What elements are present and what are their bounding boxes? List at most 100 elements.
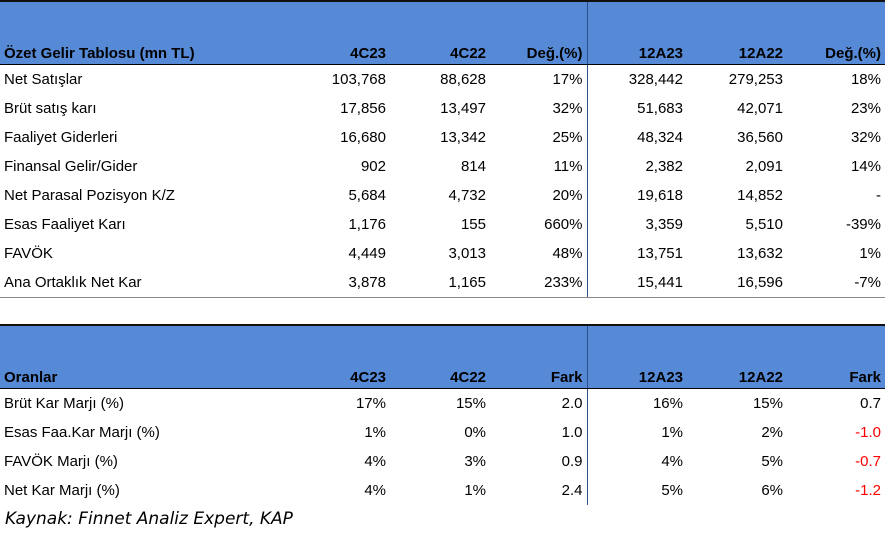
table-cell: 902 — [360, 158, 386, 175]
row-label: Finansal Gelir/Gider — [4, 158, 138, 175]
table-cell: -1.2 — [855, 482, 881, 499]
income-summary-table: Özet Gelir Tablosu (mn TL) 4C23 4C22 Değ… — [0, 0, 885, 298]
table-cell: -7% — [787, 268, 885, 298]
table-row: Esas Faa.Kar Marjı (%) 1% 0% 1.0 1% 2% -1.0 — [0, 418, 885, 447]
col-header-change-y: Değ.(%) — [787, 32, 885, 65]
table-cell: 1% — [586, 418, 687, 447]
table-header-row: Oranlar 4C23 4C22 Fark 12A23 12A22 Fark — [0, 356, 885, 389]
table-cell: 13,497 — [440, 100, 486, 117]
table-cell: 4,732 — [448, 187, 486, 204]
table-cell: 23% — [850, 100, 881, 117]
row-label: FAVÖK Marjı (%) — [4, 453, 118, 470]
table-cell: 660% — [544, 216, 583, 233]
table-cell: 5,684 — [348, 187, 386, 204]
table-cell: 16,596 — [687, 268, 787, 298]
table-cell: 88,628 — [440, 71, 486, 88]
table-cell: 5% — [586, 476, 687, 505]
table-cell: 16% — [586, 388, 687, 418]
col-header-diff-q: Fark — [490, 356, 587, 389]
row-label: FAVÖK — [4, 245, 53, 262]
table-cell: 6% — [761, 482, 783, 499]
table-header-row: Özet Gelir Tablosu (mn TL) 4C23 4C22 Değ… — [0, 32, 885, 65]
row-label: Net Kar Marjı (%) — [4, 482, 120, 499]
table-cell: 1,176 — [348, 216, 386, 233]
col-header-12a23: 12A23 — [586, 356, 687, 389]
table-cell: 25% — [552, 129, 583, 146]
table-cell: 155 — [460, 216, 486, 233]
table-cell: 0.7 — [860, 395, 881, 412]
table-cell: 3,878 — [290, 268, 390, 298]
col-header-4c22: 4C22 — [390, 32, 490, 65]
table-cell: 5,510 — [745, 216, 783, 233]
table-cell: 13,342 — [440, 129, 486, 146]
table-cell: 17% — [355, 395, 386, 412]
table-cell: 36,560 — [737, 129, 783, 146]
table-cell: 19,618 — [586, 181, 687, 210]
table-cell: 48,324 — [586, 123, 687, 152]
col-header-4c23: 4C23 — [290, 356, 390, 389]
col-header-12a22: 12A22 — [687, 32, 787, 65]
table-row: Faaliyet Giderleri 16,680 13,342 25% 48,324 3… — [0, 123, 885, 152]
table-cell: 51,683 — [586, 94, 687, 123]
ratios-table-title: Oranlar — [0, 356, 290, 389]
table-cell: 2,091 — [745, 158, 783, 175]
header-band — [0, 325, 885, 356]
table-cell: 1,165 — [390, 268, 490, 298]
table-cell: 32% — [850, 129, 881, 146]
table-row: Ana Ortaklık Net Kar 3,878 1,165 233% 15,441… — [0, 268, 885, 298]
col-header-4c22: 4C22 — [390, 356, 490, 389]
table-cell: 233% — [490, 268, 587, 298]
header-band — [0, 1, 885, 32]
table-cell: -0.7 — [855, 453, 881, 470]
col-header-12a23: 12A23 — [586, 32, 687, 65]
table-cell: 14,852 — [737, 187, 783, 204]
table-cell: 17,856 — [340, 100, 386, 117]
table-cell: 3,013 — [448, 245, 486, 262]
table-cell: 11% — [553, 158, 583, 175]
table-cell: -39% — [845, 216, 881, 233]
table-cell: 328,442 — [586, 64, 687, 94]
table-cell: 2.0 — [561, 395, 583, 412]
row-label: Net Parasal Pozisyon K/Z — [4, 187, 175, 204]
table-cell: 15% — [752, 395, 783, 412]
row-label: Ana Ortaklık Net Kar — [0, 268, 290, 298]
table-row: Net Kar Marjı (%) 4% 1% 2.4 5% 6% -1.2 — [0, 476, 885, 505]
row-label: Faaliyet Giderleri — [4, 129, 118, 146]
row-label: Esas Faaliyet Karı — [4, 216, 126, 233]
table-cell: 4% — [364, 482, 386, 499]
table-cell: 14% — [850, 158, 881, 175]
ratios-table: Oranlar 4C23 4C22 Fark 12A23 12A22 Fark … — [0, 324, 885, 505]
table-cell: 0.9 — [561, 453, 583, 470]
table-cell: -1.0 — [855, 424, 881, 441]
table-cell: 15,441 — [586, 268, 687, 298]
table-row: Brüt satış karı 17,856 13,497 32% 51,683 42,0… — [0, 94, 885, 123]
table-cell: 17% — [552, 71, 583, 88]
table-row: FAVÖK 4,449 3,013 48% 13,751 13,632 1% — [0, 239, 885, 268]
row-label: Net Satışlar — [4, 71, 83, 88]
income-table-title: Özet Gelir Tablosu (mn TL) — [0, 32, 290, 65]
table-cell: 814 — [460, 158, 486, 175]
table-cell: 2% — [761, 424, 783, 441]
table-cell: 1% — [364, 424, 386, 441]
table-cell: 3% — [464, 453, 486, 470]
col-header-diff-y: Fark — [787, 356, 885, 389]
table-cell: 103,768 — [331, 71, 386, 88]
table-cell: 2,382 — [586, 152, 687, 181]
table-cell: 20% — [552, 187, 583, 204]
table-row: Net Parasal Pozisyon K/Z 5,684 4,732 20% 19,… — [0, 181, 885, 210]
table-row: FAVÖK Marjı (%) 4% 3% 0.9 4% 5% -0.7 — [0, 447, 885, 476]
row-label: Brüt Kar Marjı (%) — [4, 395, 125, 412]
table-cell: 5% — [761, 453, 783, 470]
table-cell: 4,449 — [348, 245, 386, 262]
table-cell: 15% — [455, 395, 486, 412]
table-row: Brüt Kar Marjı (%) 17% 15% 2.0 16% 15% 0.7 — [0, 388, 885, 418]
table-row: Net Satışlar 103,768 88,628 17% 328,442 279,2… — [0, 64, 885, 94]
table-cell: 16,680 — [340, 129, 386, 146]
col-header-12a22: 12A22 — [687, 356, 787, 389]
table-cell: 2.4 — [561, 482, 583, 499]
source-note: Kaynak: Finnet Analiz Expert, KAP — [5, 509, 293, 529]
table-cell: 1% — [859, 245, 881, 262]
table-cell: 13,632 — [737, 245, 783, 262]
table-cell: 0% — [464, 424, 486, 441]
table-row: Finansal Gelir/Gider 902 814 11% 2,382 2,091 1… — [0, 152, 885, 181]
